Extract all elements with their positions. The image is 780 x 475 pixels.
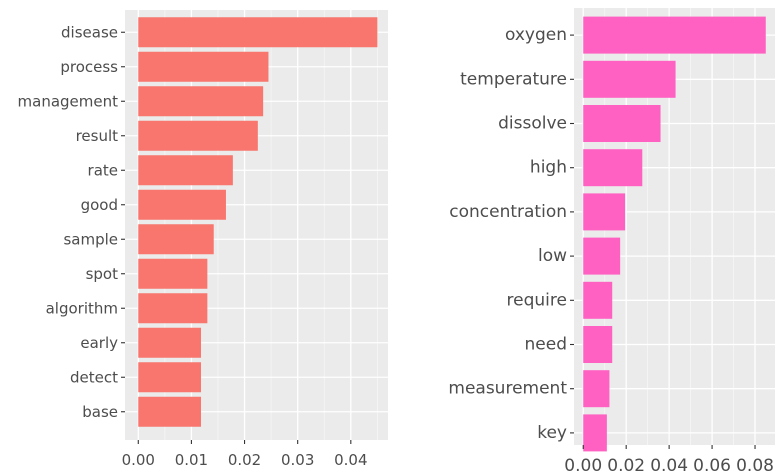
- x-tick-label: 0.04: [334, 451, 367, 469]
- bar-temperature: [583, 60, 676, 98]
- x-tick-label: 0.01: [175, 451, 208, 469]
- y-tick-label: spot: [86, 265, 119, 283]
- bar-rate: [138, 155, 233, 186]
- bar-result: [138, 120, 258, 151]
- bar-good: [138, 189, 226, 220]
- x-tick-label: 0.02: [228, 451, 261, 469]
- y-tick-label: high: [530, 158, 567, 178]
- bar-low: [583, 237, 621, 275]
- y-tick-label: key: [537, 423, 567, 443]
- y-tick-label: require: [507, 290, 567, 310]
- y-tick-label: algorithm: [46, 299, 118, 317]
- x-tick-label: 0.02: [607, 456, 645, 475]
- y-tick-label: concentration: [449, 202, 567, 222]
- y-tick-label: temperature: [460, 69, 567, 89]
- bar-high: [583, 149, 643, 187]
- y-tick-label: good: [81, 196, 118, 214]
- x-tick-label: 0.00: [122, 451, 155, 469]
- bar-measurement: [583, 370, 610, 408]
- x-tick-label: 0.00: [564, 456, 602, 475]
- bar-early: [138, 327, 201, 358]
- y-tick-label: early: [80, 334, 118, 352]
- y-tick-label: dissolve: [498, 114, 567, 134]
- bar-algorithm: [138, 293, 208, 324]
- x-tick-label: 0.06: [693, 456, 731, 475]
- bar-detect: [138, 362, 201, 393]
- bar-sample: [138, 224, 214, 255]
- bar-concentration: [583, 193, 626, 231]
- bar-oxygen: [583, 16, 766, 54]
- x-tick-label: 0.04: [650, 456, 688, 475]
- bar-process: [138, 51, 269, 82]
- bar-require: [583, 281, 613, 319]
- chart-panel-left: disease process management result rate good sa…: [18, 10, 388, 469]
- bar-disease: [138, 17, 378, 48]
- y-tick-label: base: [82, 403, 118, 421]
- x-tick-label: 0.03: [281, 451, 314, 469]
- y-tick-label: rate: [88, 161, 118, 179]
- bar-spot: [138, 258, 208, 289]
- bar-dissolve: [583, 105, 661, 142]
- y-tick-label: management: [18, 92, 119, 110]
- y-tick-label: disease: [61, 23, 118, 41]
- y-tick-label: need: [525, 335, 567, 355]
- y-tick-label: detect: [70, 368, 118, 386]
- y-tick-label: oxygen: [505, 25, 567, 45]
- bar-key: [583, 414, 607, 452]
- x-tick-label: 0.08: [736, 456, 774, 475]
- y-tick-label: low: [538, 246, 567, 266]
- bar-need: [583, 326, 613, 363]
- y-tick-label: sample: [63, 230, 118, 248]
- y-tick-label: measurement: [448, 379, 567, 399]
- bar-management: [138, 86, 264, 117]
- chart-panel-right: oxygen temperature dissolve high concentrati…: [448, 8, 775, 475]
- y-tick-label: result: [76, 127, 119, 145]
- bar-base: [138, 396, 201, 427]
- y-tick-label: process: [60, 58, 118, 76]
